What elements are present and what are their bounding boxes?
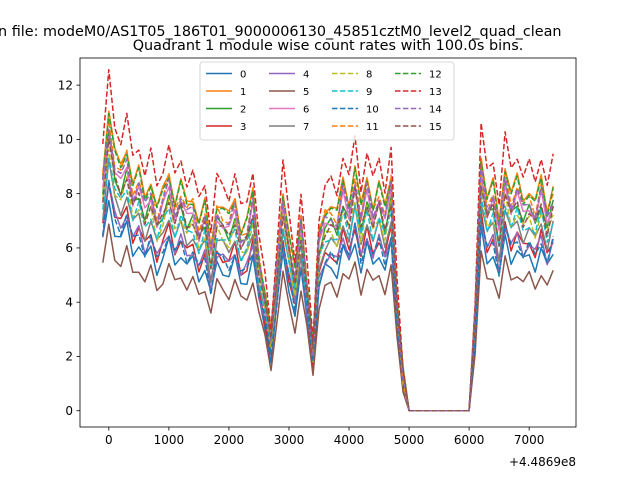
legend-label-9: 9 bbox=[366, 87, 372, 98]
legend-box bbox=[199, 61, 455, 141]
x-tick-label-4000: 4000 bbox=[334, 433, 365, 447]
series-line-13 bbox=[102, 68, 554, 412]
legend-label-5: 5 bbox=[303, 87, 309, 98]
axes-frame bbox=[79, 57, 577, 428]
legend-label-3: 3 bbox=[240, 122, 246, 133]
legend-label-12: 12 bbox=[429, 70, 442, 81]
legend-label-7: 7 bbox=[303, 122, 309, 133]
legend-label-2: 2 bbox=[240, 105, 246, 116]
axes-title: Quadrant 1 module wise count rates with … bbox=[133, 38, 524, 54]
legend-label-6: 6 bbox=[303, 105, 309, 116]
legend-label-4: 4 bbox=[303, 70, 309, 81]
legend-label-8: 8 bbox=[366, 70, 372, 81]
y-tick-label-4: 4 bbox=[65, 295, 73, 309]
y-tick-label-0: 0 bbox=[65, 404, 73, 418]
x-tick-label-2000: 2000 bbox=[214, 433, 245, 447]
legend-label-10: 10 bbox=[366, 105, 379, 116]
series-line-10 bbox=[102, 179, 554, 412]
y-tick-label-12: 12 bbox=[58, 78, 73, 92]
y-tick-label-10: 10 bbox=[58, 133, 73, 147]
x-tick-label-1000: 1000 bbox=[154, 433, 185, 447]
x-tick-label-6000: 6000 bbox=[454, 433, 485, 447]
legend-label-1: 1 bbox=[240, 87, 246, 98]
series-line-5 bbox=[102, 223, 554, 412]
y-tick-label-2: 2 bbox=[65, 350, 73, 364]
legend-label-0: 0 bbox=[240, 70, 246, 81]
x-tick-label-0: 0 bbox=[105, 433, 113, 447]
legend-label-14: 14 bbox=[429, 105, 442, 116]
x-tick-label-7000: 7000 bbox=[514, 433, 545, 447]
x-tick-label-3000: 3000 bbox=[274, 433, 305, 447]
legend-label-13: 13 bbox=[429, 87, 442, 98]
x-offset-label: +4.4869e8 bbox=[509, 455, 576, 469]
legend-label-11: 11 bbox=[366, 122, 379, 133]
figure-suptitle: n file: modeM0/AS1T05_186T01_9000006130_… bbox=[0, 24, 562, 40]
x-tick-label-5000: 5000 bbox=[394, 433, 425, 447]
series-lines bbox=[102, 68, 554, 412]
legend-label-15: 15 bbox=[429, 122, 442, 133]
series-line-15 bbox=[102, 138, 554, 412]
y-tick-label-8: 8 bbox=[65, 187, 73, 201]
y-tick-label-6: 6 bbox=[65, 241, 73, 255]
plot-area bbox=[102, 68, 554, 412]
